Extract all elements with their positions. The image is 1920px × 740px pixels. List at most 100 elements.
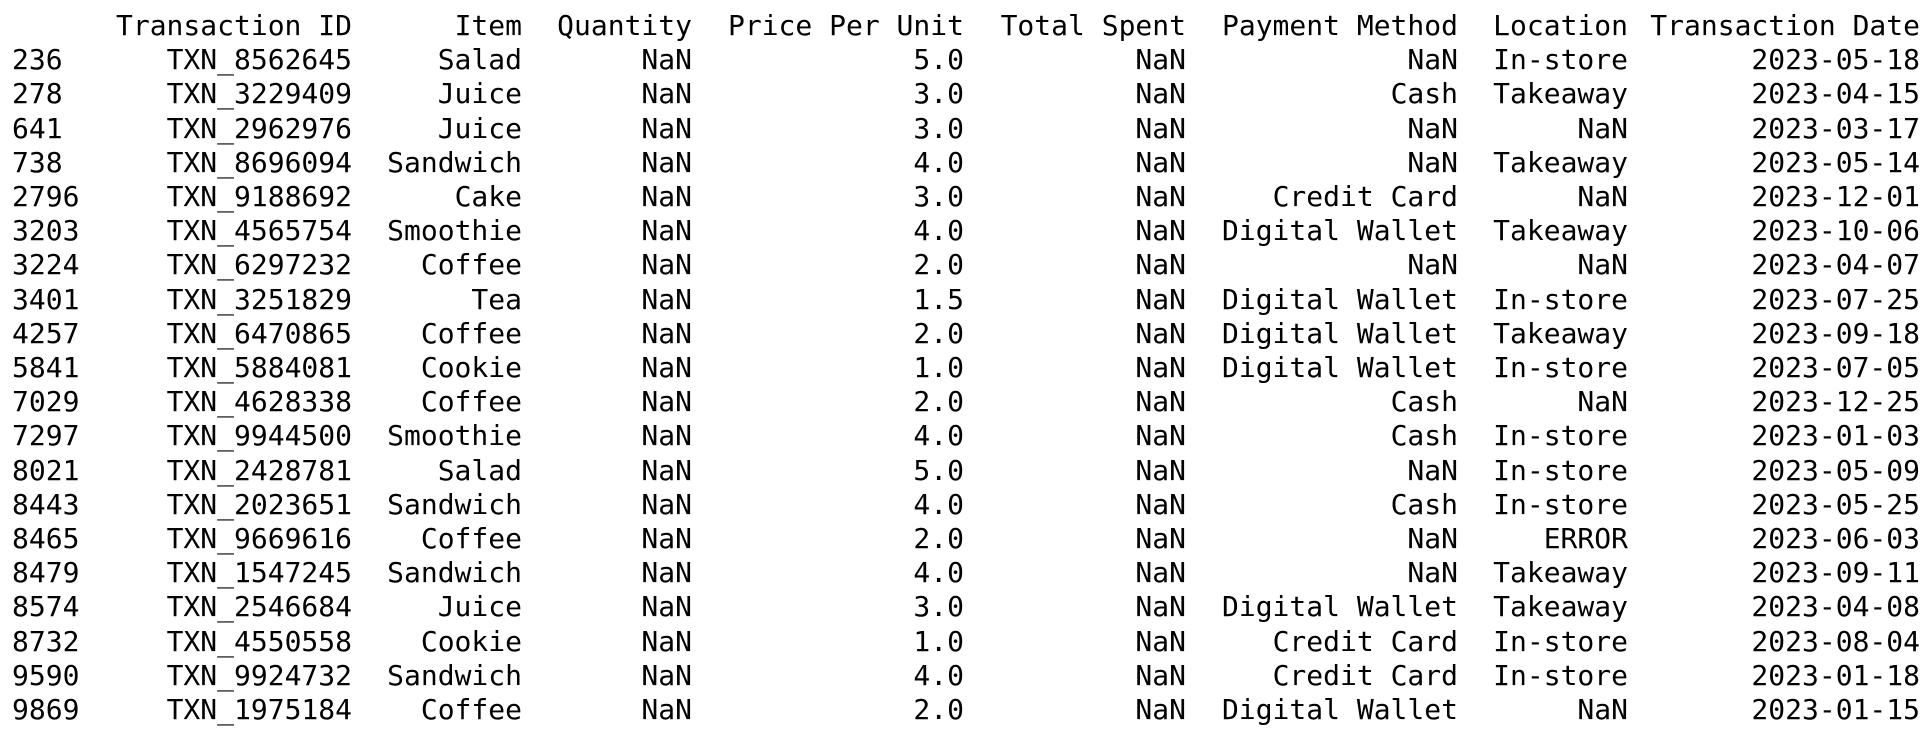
total-spent-cell: NaN [1135,43,1186,77]
transaction-date-cell: 2023-09-11 [1751,556,1920,590]
row-index-cell: 8574 [12,590,80,624]
price-per-unit-cell: 2.0 [913,248,964,282]
transaction-date-cell: 2023-04-15 [1751,77,1920,111]
transaction-id-cell: TXN_5884081 [166,351,352,385]
payment-method-cell: Cash [1390,487,1458,521]
price-per-unit-cell: 1.0 [913,624,964,658]
item-cell: Coffee [420,316,522,350]
transaction-id-cell: TXN_4628338 [166,385,352,419]
table-row: 236 TXN_8562645 Salad NaN 5.0 NaN NaN In-store 2… [12,43,1920,77]
transaction-date-cell: 2023-05-09 [1751,453,1920,487]
transaction-id-cell: TXN_9924732 [166,658,352,692]
transaction-id-cell: TXN_1547245 [166,556,352,590]
row-index-cell: 3224 [12,248,80,282]
quantity-cell: NaN [641,385,692,419]
transaction-id-cell: TXN_8696094 [166,145,352,179]
row-index-cell: 7029 [12,385,80,419]
quantity-cell: NaN [641,43,692,77]
column-header-payment-method: Payment Method [1221,9,1458,42]
payment-method-cell: Digital Wallet [1221,351,1458,385]
payment-method-cell: Cash [1390,77,1458,111]
item-cell: Juice [437,77,522,111]
item-cell: Coffee [420,522,522,556]
payment-method-cell: Cash [1390,385,1458,419]
table-row: 738 TXN_8696094 Sandwich NaN 4.0 NaN NaN Takeaw… [12,146,1920,180]
transaction-id-cell: TXN_6297232 [166,248,352,282]
location-cell: In-store [1493,351,1628,385]
total-spent-cell: NaN [1135,282,1186,316]
quantity-cell: NaN [641,316,692,350]
location-cell: Takeaway [1493,316,1628,350]
price-per-unit-cell: 2.0 [913,522,964,556]
total-spent-cell: NaN [1135,248,1186,282]
price-per-unit-cell: 2.0 [913,385,964,419]
location-cell: In-store [1493,453,1628,487]
location-cell: Takeaway [1493,145,1628,179]
location-cell: In-store [1493,419,1628,453]
quantity-cell: NaN [641,556,692,590]
payment-method-cell: NaN [1407,453,1458,487]
item-cell: Sandwich [387,556,522,590]
transaction-id-cell: TXN_2546684 [166,590,352,624]
price-per-unit-cell: 3.0 [913,77,964,111]
payment-method-cell: Digital Wallet [1221,693,1458,727]
transaction-id-cell: TXN_1975184 [166,693,352,727]
row-index-cell: 7297 [12,419,80,453]
total-spent-cell: NaN [1135,453,1186,487]
column-header-transaction-id: Transaction ID [115,9,352,42]
payment-method-cell: Cash [1390,419,1458,453]
transaction-id-cell: TXN_9944500 [166,419,352,453]
item-cell: Sandwich [387,487,522,521]
table-row: 8732 TXN_4550558 Cookie NaN 1.0 NaN Credit Car… [12,625,1920,659]
price-per-unit-cell: 5.0 [913,453,964,487]
payment-method-cell: NaN [1407,43,1458,77]
quantity-cell: NaN [641,282,692,316]
transaction-date-cell: 2023-09-18 [1751,316,1920,350]
payment-method-cell: Credit Card [1272,180,1458,214]
price-per-unit-cell: 3.0 [913,111,964,145]
transaction-id-cell: TXN_3251829 [166,282,352,316]
quantity-cell: NaN [641,351,692,385]
table-row: 8443 TXN_2023651 Sandwich NaN 4.0 NaN Cash In-s… [12,488,1920,522]
table-row: 5841 TXN_5884081 Cookie NaN 1.0 NaN Digital Wa… [12,351,1920,385]
table-row: 4257 TXN_6470865 Coffee NaN 2.0 NaN Digital Wa… [12,317,1920,351]
table-row: 8574 TXN_2546684 Juice NaN 3.0 NaN Digital Wal… [12,590,1920,624]
transaction-date-cell: 2023-05-18 [1751,43,1920,77]
item-cell: Smoothie [387,419,522,453]
column-header-item: Item [454,9,522,42]
row-index-cell: 2796 [12,180,80,214]
total-spent-cell: NaN [1135,693,1186,727]
row-index-cell: 5841 [12,351,80,385]
row-index-cell: 236 [12,43,63,77]
transaction-id-cell: TXN_4565754 [166,214,352,248]
location-cell: In-store [1493,43,1628,77]
item-cell: Tea [471,282,522,316]
table-header: Transaction ID Item Quantity Price Per U… [12,9,1920,43]
item-cell: Cookie [420,351,522,385]
table-row: 278 TXN_3229409 Juice NaN 3.0 NaN Cash Takeaway… [12,77,1920,111]
quantity-cell: NaN [641,487,692,521]
item-cell: Salad [437,453,522,487]
table-body: 236 TXN_8562645 Salad NaN 5.0 NaN NaN In-store 2… [12,43,1920,727]
transaction-date-cell: 2023-12-01 [1751,180,1920,214]
quantity-cell: NaN [641,77,692,111]
payment-method-cell: Digital Wallet [1221,590,1458,624]
transaction-id-cell: TXN_9188692 [166,180,352,214]
price-per-unit-cell: 5.0 [913,43,964,77]
location-cell: NaN [1577,385,1628,419]
item-cell: Smoothie [387,214,522,248]
table-row: 8479 TXN_1547245 Sandwich NaN 4.0 NaN NaN Takea… [12,556,1920,590]
payment-method-cell: NaN [1407,248,1458,282]
row-index-cell: 641 [12,111,63,145]
item-cell: Cookie [420,624,522,658]
item-cell: Juice [437,590,522,624]
total-spent-cell: NaN [1135,385,1186,419]
dataframe-table: Transaction ID Item Quantity Price Per U… [12,9,1920,727]
total-spent-cell: NaN [1135,556,1186,590]
column-header-total-spent: Total Spent [1000,9,1186,42]
row-index-cell: 8443 [12,487,80,521]
row-index-cell: 3401 [12,282,80,316]
item-cell: Juice [437,111,522,145]
transaction-id-cell: TXN_2023651 [166,487,352,521]
payment-method-cell: NaN [1407,111,1458,145]
